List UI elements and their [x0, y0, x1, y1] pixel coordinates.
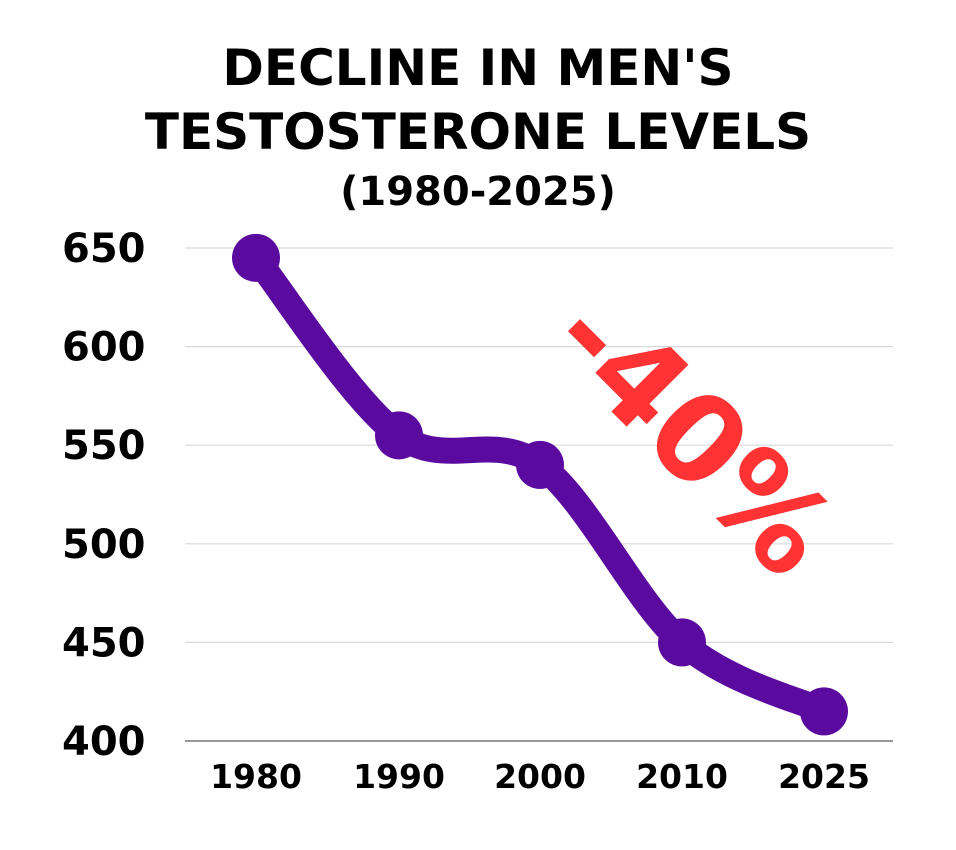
x-tick-label: 2000: [494, 757, 586, 796]
chart-subtitle: (1980-2025): [340, 169, 616, 215]
data-point-2025: [800, 687, 848, 736]
y-tick-label: 400: [62, 719, 146, 765]
y-tick-label: 450: [62, 620, 146, 666]
percent-change-annotation: -40%: [524, 267, 861, 604]
data-point-1980: [232, 233, 280, 282]
x-tick-label: 2025: [778, 757, 870, 796]
data-point-2000: [516, 440, 564, 489]
chart-title-line-2: TESTOSTERONE LEVELS: [144, 103, 812, 161]
y-tick-label: 600: [62, 325, 146, 371]
data-point-1990: [375, 411, 423, 460]
y-tick-label: 650: [62, 226, 146, 272]
y-tick-label: 500: [62, 522, 146, 568]
x-tick-label: 1980: [210, 757, 302, 796]
x-tick-label: 1990: [353, 757, 445, 796]
y-axis-ticks: 650 600 550 500 450 400: [62, 226, 146, 765]
x-axis-ticks: 1980 1990 2000 2010 2025: [210, 757, 870, 796]
grid-lines: [185, 247, 893, 742]
x-tick-label: 2010: [636, 757, 728, 796]
y-tick-label: 550: [62, 423, 146, 469]
series-layer: [232, 233, 848, 736]
chart-title-block: DECLINE IN MEN'S TESTOSTERONE LEVELS (19…: [0, 36, 956, 220]
data-point-2010: [658, 618, 706, 667]
chart-title: DECLINE IN MEN'S: [222, 39, 734, 97]
